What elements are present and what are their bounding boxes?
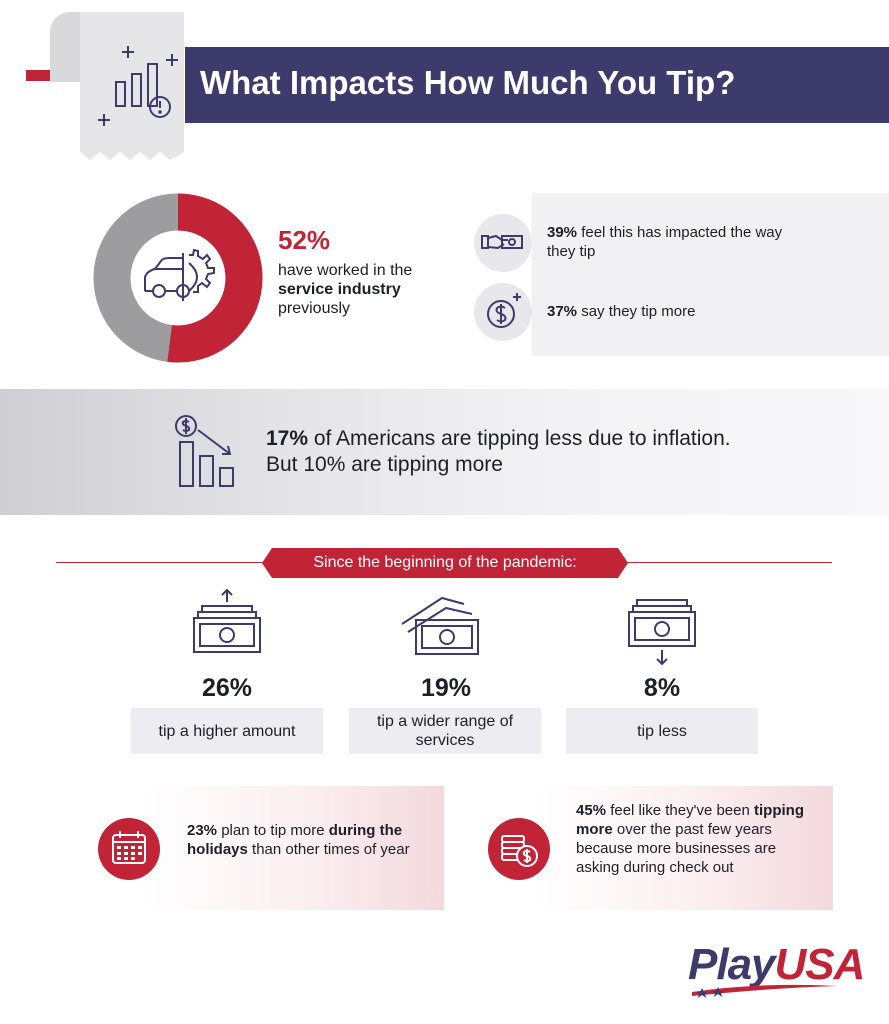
stat-impacted: 39% feel this has impacted the way they … — [547, 223, 787, 261]
holidays-text-1: plan to tip more — [217, 822, 329, 839]
checkout-card — [531, 786, 833, 910]
service-stats-panel — [532, 193, 889, 356]
service-desc-post: previously — [278, 300, 351, 317]
pandemic-label-wider: tip a wider range of services — [376, 713, 514, 749]
service-desc-pre: have worked in the — [278, 262, 413, 279]
pandemic-box-wider: tip a wider range of services — [349, 708, 541, 754]
page-title: What Impacts How Much You Tip? — [200, 64, 736, 101]
divider-right — [618, 562, 832, 563]
logo-swoosh — [692, 984, 838, 998]
chart-alert-icon — [80, 46, 184, 162]
title-bar — [185, 47, 889, 123]
calendar-icon — [98, 818, 160, 880]
stat-tip-more: 37% say they tip more — [547, 302, 787, 321]
checkout-percent: 45% — [576, 802, 607, 819]
inflation-percent: 17% — [266, 427, 309, 450]
hand-cash-icon — [474, 214, 532, 272]
logo-usa: USA — [774, 940, 866, 989]
pandemic-label-shape — [262, 548, 628, 578]
dollar-coin-icon — [474, 283, 532, 341]
logo-play: Play — [688, 940, 776, 989]
holidays-bold-phrase: during the holidays — [187, 822, 403, 858]
money-up-icon — [193, 588, 261, 653]
money-stack-icon — [401, 596, 479, 655]
pandemic-box-less: tip less — [566, 708, 758, 754]
pandemic-label-less: tip less — [637, 722, 687, 740]
service-industry-donut — [93, 193, 263, 363]
inflation-band — [0, 389, 889, 515]
checkout-text: 45% feel like they've been tipping more … — [576, 801, 816, 877]
holidays-percent: 23% — [187, 822, 218, 839]
falling-bars-dollar-icon — [175, 415, 234, 487]
car-gear-icon — [144, 248, 215, 301]
checkout-text-1: feel like they've been — [606, 802, 754, 819]
service-desc-bold: service industry — [278, 281, 401, 298]
divider-left — [56, 562, 272, 563]
service-description: have worked in the service industry prev… — [278, 261, 468, 318]
pandemic-label-higher: tip a higher amount — [158, 722, 296, 740]
coins-icon — [488, 818, 550, 880]
pandemic-box-higher: tip a higher amount — [131, 708, 323, 754]
stat-impacted-percent: 39% — [547, 224, 578, 241]
checkout-text-2: over the past few years because more bus… — [576, 821, 777, 876]
money-down-icon — [628, 599, 696, 666]
holidays-text-2: than other times of year — [247, 841, 410, 858]
playusa-logo: PlayUSA — [688, 940, 866, 990]
holidays-card — [141, 786, 444, 910]
stat-tip-more-percent: 37% — [547, 303, 578, 320]
pandemic-pct-less: 8% — [643, 674, 681, 702]
checkout-bold-phrase: tipping more — [576, 802, 804, 838]
donut-value-arc — [93, 193, 263, 363]
pandemic-label: Since the beginning of the pandemic: — [313, 554, 577, 571]
pandemic-pct-wider: 19% — [420, 674, 472, 702]
pandemic-pct-higher: 26% — [201, 674, 253, 702]
inflation-desc: of Americans are tipping less due to inf… — [266, 427, 731, 476]
holidays-text: 23% plan to tip more during the holidays… — [187, 821, 412, 859]
stat-tip-more-text: say they tip more — [577, 303, 696, 320]
service-percent: 52% — [278, 225, 331, 255]
stat-impacted-text: feel this has impacted the way they tip — [547, 224, 783, 260]
inflation-text: 17% of Americans are tipping less due to… — [266, 426, 766, 478]
